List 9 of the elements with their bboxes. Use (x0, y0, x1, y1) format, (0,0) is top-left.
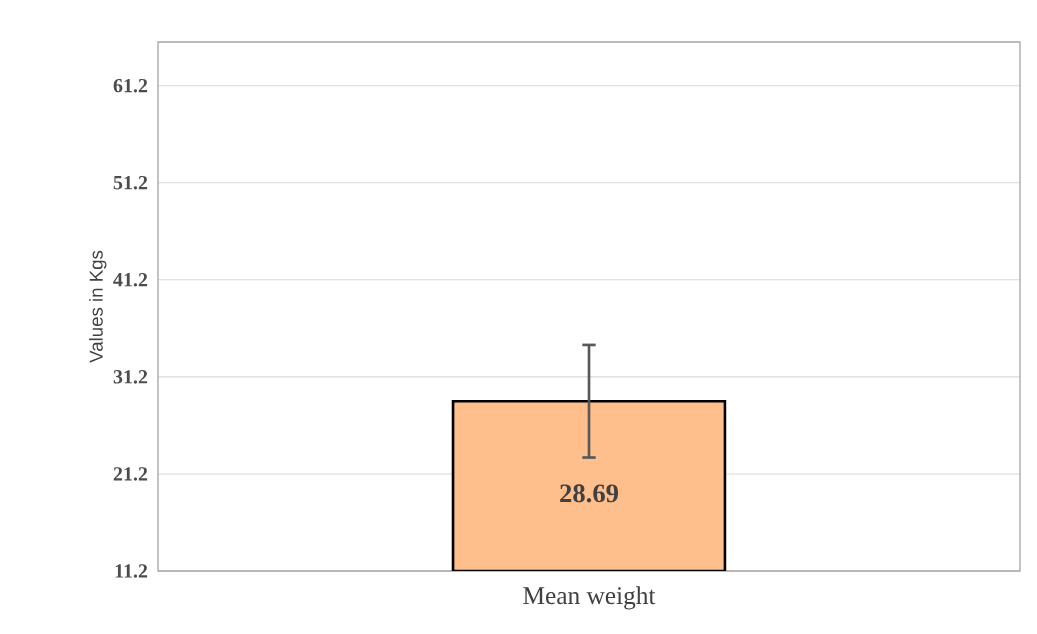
y-tick-label: 21.2 (113, 467, 148, 481)
y-axis-title: Values in Kgs (89, 250, 107, 363)
x-tick-label: Mean weight (523, 586, 656, 610)
data-label: 28.69 (560, 484, 619, 503)
y-tick-label: 11.2 (115, 564, 148, 578)
y-tick-label: 51.2 (113, 175, 148, 190)
y-tick-label: 31.2 (113, 370, 148, 384)
y-tick-label: 41.2 (113, 273, 148, 287)
y-tick-label: 61.2 (113, 78, 148, 93)
